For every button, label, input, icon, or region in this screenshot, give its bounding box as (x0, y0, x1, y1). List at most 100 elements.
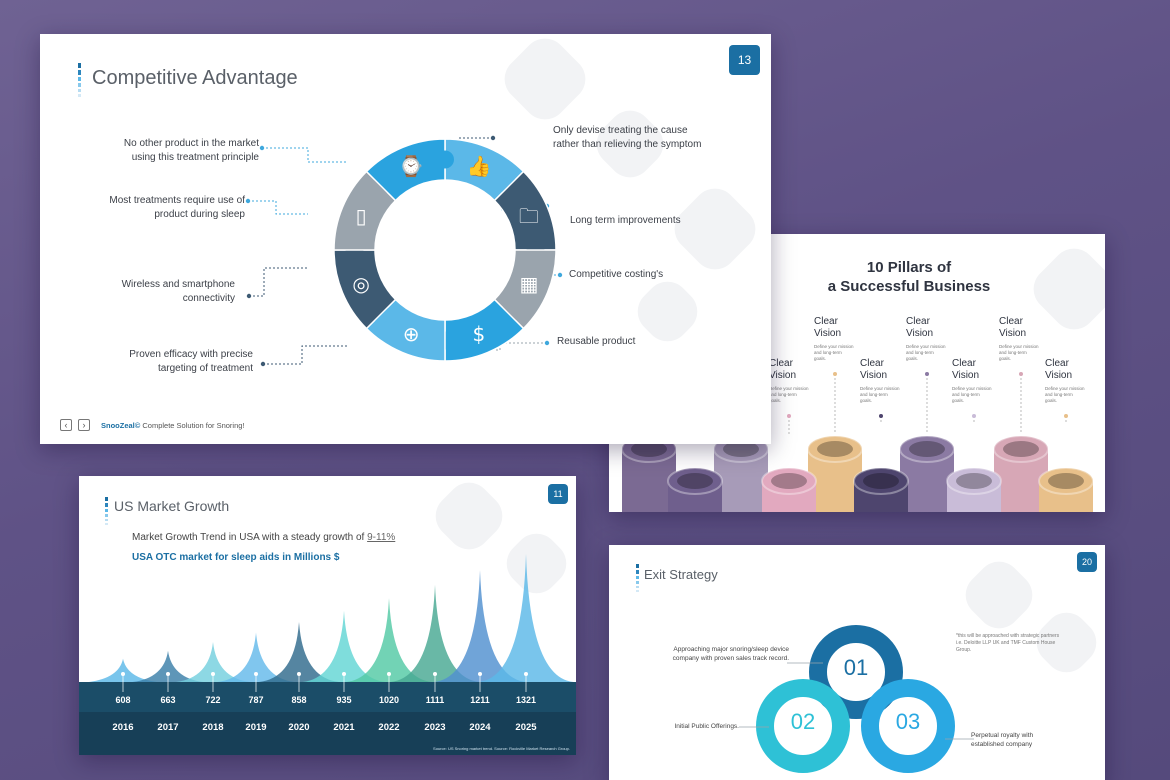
pillar-top (946, 467, 1002, 495)
step-03: 03 (895, 709, 921, 734)
value-label: 1111 (425, 695, 445, 705)
pillar-title-line2: Vision (860, 370, 888, 381)
folder-plus-icon: 🗀 (519, 204, 539, 228)
pillar-title-line1: Clear (769, 358, 793, 369)
pillar-description: Define your mission and long-term goals. (769, 386, 809, 403)
pillar-title: Clear Vision (814, 316, 841, 340)
pillar-title: Clear Vision (769, 358, 796, 382)
page-number-badge: 20 (1077, 552, 1097, 572)
pillars-title-line1: 10 Pillars of (866, 259, 952, 276)
pillar-dot (833, 372, 837, 376)
puzzle-ring: 👍 🗀 ▦ $ ⊕ ◎ ▯ ⌚ (333, 138, 557, 362)
footer: SnooZeal© Complete Solution for Snoring! (101, 421, 245, 430)
target-icon: ◎ (352, 272, 369, 296)
pillars-title-line2: a Successful Business (827, 278, 991, 295)
ring-01-hole (828, 644, 884, 700)
pillar-title-line2: Vision (952, 370, 980, 381)
value-dot (524, 672, 528, 676)
label-no-other-product: No other product in the market using thi… (123, 138, 259, 163)
pillar-dot (1019, 372, 1023, 376)
exit-label-2: Initial Public Offerings. (674, 723, 739, 730)
exit-rings (739, 625, 974, 773)
page-title: US Market Growth (114, 498, 230, 514)
pillar-hole (909, 441, 945, 457)
pillar-hole (631, 441, 667, 457)
pillar-description: Define your mission and long-term goals. (860, 386, 900, 403)
title-accent (636, 564, 639, 594)
year-label: 2018 (202, 722, 224, 733)
pillar-title-line2: Vision (906, 328, 934, 339)
value-dot (121, 672, 125, 676)
next-slide-button[interactable]: › (78, 419, 90, 431)
step-02: 02 (790, 709, 816, 734)
label-reusable: Reusable product (557, 336, 636, 347)
pillar-top (807, 435, 863, 463)
pillar-hole (817, 441, 853, 457)
year-label: 2016 (112, 722, 134, 733)
value-dot (387, 672, 391, 676)
money-icon: $ (473, 322, 486, 346)
pillar-title-line1: Clear (814, 316, 838, 327)
chart-peak (390, 584, 480, 682)
value-dot (166, 672, 170, 676)
year-label: 2020 (288, 722, 310, 733)
pillar-title: Clear Vision (999, 316, 1026, 340)
value-label: 935 (336, 695, 352, 705)
label-treatments-sleep: Most treatments require use of product d… (109, 195, 245, 220)
pillar-hole (863, 473, 899, 489)
footer-brand: SnooZeal© (101, 421, 141, 430)
title-accent (78, 63, 81, 99)
pillar-description: Define your mission and long-term goals. (952, 386, 992, 403)
footer-text: Complete Solution for Snoring! (142, 421, 245, 430)
prev-slide-button[interactable]: ‹ (60, 419, 72, 431)
page-title: Competitive Advantage (92, 67, 298, 89)
chart-peak (346, 598, 432, 682)
pillar-title-line2: Vision (999, 328, 1027, 339)
pillar-description: Define your mission and long-term goals. (1045, 386, 1085, 403)
pillar-hole (1048, 473, 1084, 489)
value-label: 1020 (378, 695, 400, 705)
chart-peak (132, 650, 204, 682)
pillar-hole (1003, 441, 1039, 457)
pillar-dot (879, 414, 883, 418)
ring-01 (809, 625, 903, 719)
year-label: 2023 (424, 722, 446, 733)
pillar-top (1038, 467, 1094, 495)
title-accent (105, 497, 108, 527)
chart-peak (89, 658, 157, 682)
pillar-dot (925, 372, 929, 376)
pillar-title-line2: Vision (769, 370, 797, 381)
label-proven-efficacy: Proven efficacy with precise targeting o… (129, 349, 253, 374)
pillar-dot (972, 414, 976, 418)
chart-year-band (79, 712, 576, 755)
ring-03 (861, 679, 955, 773)
smartphone-icon: ▯ (356, 204, 367, 228)
pillar-description: Define your mission and long-term goals. (999, 344, 1039, 361)
growth-subtitle: Market Growth Trend in USA with a steady… (132, 532, 395, 543)
pillar-title: Clear Vision (952, 358, 979, 382)
chart-peak (217, 632, 295, 682)
value-label: 787 (248, 695, 264, 705)
growth-chart (79, 554, 576, 755)
exit-note: *this will be approached with strategic … (956, 633, 1060, 653)
pillar-top (853, 467, 909, 495)
year-label: 2022 (378, 722, 400, 733)
pillar-hole (771, 473, 807, 489)
slide-competitive-advantage: Competitive Advantage 13 👍 🗀 ▦ $ ⊕ ◎ ▯ ⌚ No oth… (40, 34, 771, 444)
pillar-title-line1: Clear (906, 316, 930, 327)
globe-icon: ⊕ (403, 322, 420, 346)
pillar-title: Clear Vision (1045, 358, 1072, 382)
year-label: 2021 (333, 722, 355, 733)
value-label: 663 (160, 695, 176, 705)
slide-exit-strategy: Exit Strategy 20 01 02 03 Approaching ma… (609, 545, 1105, 780)
puzzle-knob (436, 150, 454, 169)
slide-us-market-growth: US Market Growth 11 Market Growth Trend … (79, 476, 576, 755)
ring-segment (365, 138, 446, 202)
pillars-title: 10 Pillars of a Successful Business (759, 258, 1059, 296)
year-label: 2017 (157, 722, 179, 733)
value-dot (478, 672, 482, 676)
source-note: Source: US Snoring market trend. Source:… (433, 746, 570, 751)
value-label: 1211 (470, 695, 490, 705)
growth-rate: 9-11% (367, 532, 396, 543)
pillar-top (667, 467, 723, 495)
